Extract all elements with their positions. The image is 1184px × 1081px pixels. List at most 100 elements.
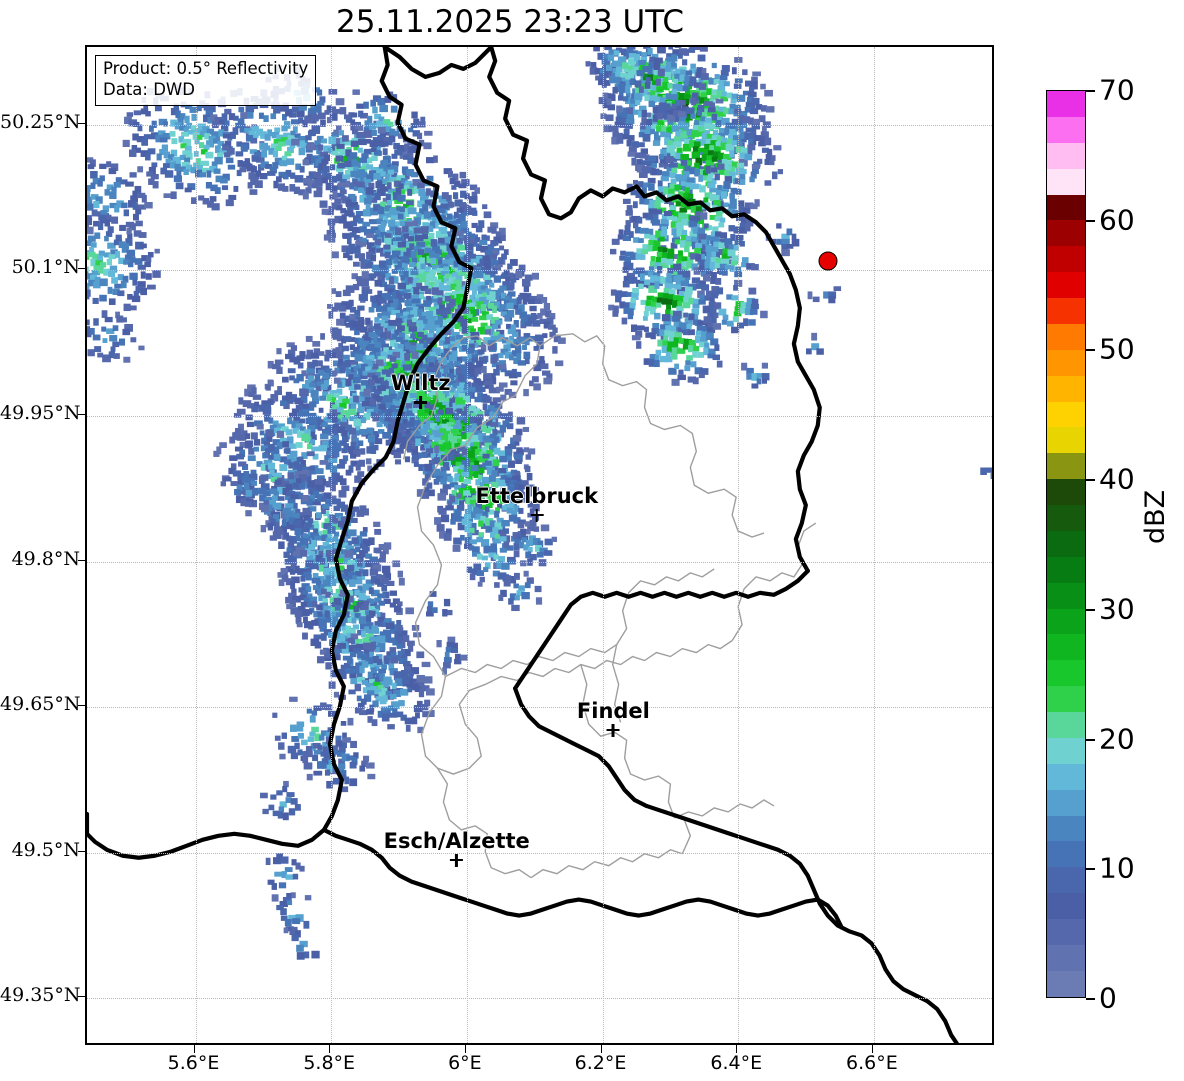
colorbar-band: [1047, 970, 1085, 997]
city-marker-ettelbruck: Ettelbruck: [475, 484, 599, 523]
longitude-tick-label: 5.6°E: [167, 1052, 220, 1074]
colorbar-band: [1047, 841, 1085, 868]
longitude-tick-mark: [329, 1045, 331, 1053]
colorbar-band: [1047, 91, 1085, 117]
city-cross-icon: [414, 396, 428, 410]
colorbar-band: [1047, 737, 1085, 764]
colorbar-band: [1047, 375, 1085, 402]
longitude-tick-mark: [464, 1045, 466, 1053]
latitude-tick-label: 49.5°N: [11, 838, 80, 861]
national-borders: [87, 47, 960, 1043]
colorbar-band: [1047, 323, 1085, 350]
colorbar-tick-label: 50: [1099, 332, 1135, 366]
latitude-tick-label: 49.8°N: [11, 547, 80, 570]
radar-station-marker[interactable]: [818, 251, 838, 271]
info-product-line: Product: 0.5° Reflectivity: [103, 59, 309, 78]
product-info-box: Product: 0.5° Reflectivity Data: DWD: [95, 55, 317, 106]
city-cross-icon: [450, 853, 464, 867]
colorbar-tick-label: 30: [1099, 592, 1135, 626]
longitude-tick-label: 5.8°E: [303, 1052, 356, 1074]
colorbar-band: [1047, 453, 1085, 480]
colorbar-band: [1047, 712, 1085, 738]
map-canvas: Wiltz Ettelbruck Findel Esch/Alzette Produc…: [87, 47, 992, 1043]
city-marker-esch-alzette: Esch/Alzette: [384, 829, 530, 867]
colorbar-band: [1047, 479, 1085, 505]
page-title: 25.11.2025 23:23 UTC: [336, 4, 684, 40]
colorbar-band: [1047, 634, 1085, 661]
colorbar-band: [1047, 142, 1085, 169]
colorbar-band: [1047, 427, 1085, 454]
latitude-tick-mark: [78, 850, 86, 852]
latitude-tick-label: 49.95°N: [0, 401, 81, 424]
colorbar-band: [1047, 944, 1085, 971]
colorbar-title: dBZ: [1140, 489, 1171, 544]
city-label: Findel: [576, 698, 650, 723]
city-marker-wiltz: Wiltz: [390, 371, 451, 410]
colorbar-band: [1047, 116, 1085, 143]
colorbar-tick-mark: [1086, 219, 1095, 222]
colorbar-band: [1047, 505, 1085, 531]
colorbar-band: [1047, 763, 1085, 790]
colorbar-tick-label: 20: [1099, 722, 1135, 756]
colorbar-band: [1047, 789, 1085, 816]
colorbar-tick-label: 60: [1099, 203, 1135, 237]
longitude-tick-label: 6.4°E: [710, 1052, 763, 1074]
latitude-tick-label: 50.25°N: [0, 110, 81, 133]
colorbar-gradient: [1046, 90, 1086, 998]
colorbar-band: [1047, 349, 1085, 376]
internal-boundaries: [402, 333, 817, 879]
colorbar-band: [1047, 686, 1085, 712]
colorbar-band: [1047, 401, 1085, 428]
colorbar-band: [1047, 608, 1085, 635]
colorbar-band: [1047, 298, 1085, 324]
colorbar-band: [1047, 919, 1085, 945]
latitude-tick-mark: [78, 413, 86, 415]
longitude-tick-mark: [736, 1045, 738, 1053]
latitude-tick-mark: [78, 122, 86, 124]
colorbar-band: [1047, 530, 1085, 557]
colorbar-tick-mark: [1086, 868, 1095, 871]
latitude-tick-mark: [78, 705, 86, 707]
colorbar-tick-label: 40: [1099, 462, 1135, 496]
info-data-line: Data: DWD: [103, 79, 195, 99]
longitude-tick-label: 6.2°E: [574, 1052, 627, 1074]
longitude-tick-label: 6°E: [448, 1052, 482, 1074]
colorbar-tick-label: 70: [1099, 73, 1135, 107]
city-cross-icon: [606, 723, 620, 737]
colorbar-band: [1047, 194, 1085, 221]
colorbar-tick-label: 0: [1099, 981, 1117, 1015]
city-label: Esch/Alzette: [383, 828, 530, 853]
city-cross-icon: [530, 509, 544, 523]
map-plot-area[interactable]: Wiltz Ettelbruck Findel Esch/Alzette Produc…: [85, 45, 994, 1045]
latitude-tick-mark: [78, 559, 86, 561]
colorbar-band: [1047, 893, 1085, 919]
latitude-tick-label: 49.35°N: [0, 984, 81, 1007]
longitude-tick-mark: [871, 1045, 873, 1053]
city-label: Wiltz: [390, 371, 451, 396]
colorbar-band: [1047, 220, 1085, 247]
latitude-tick-mark: [78, 996, 86, 998]
colorbar[interactable]: [1046, 90, 1086, 998]
colorbar-band: [1047, 867, 1085, 894]
colorbar-band: [1047, 815, 1085, 842]
latitude-tick-label: 49.65°N: [0, 693, 81, 716]
colorbar-tick-mark: [1086, 479, 1095, 482]
colorbar-band: [1047, 556, 1085, 583]
longitude-tick-mark: [600, 1045, 602, 1053]
colorbar-tick-mark: [1086, 608, 1095, 611]
city-label: Ettelbruck: [475, 484, 599, 509]
colorbar-tick-mark: [1086, 90, 1095, 92]
colorbar-band: [1047, 660, 1085, 687]
colorbar-band: [1047, 168, 1085, 195]
longitude-tick-mark: [193, 1045, 195, 1053]
colorbar-band: [1047, 272, 1085, 298]
city-marker-findel: Findel: [577, 699, 650, 737]
colorbar-tick-label: 10: [1099, 851, 1135, 885]
longitude-tick-label: 6.6°E: [846, 1052, 898, 1074]
colorbar-tick-mark: [1086, 738, 1095, 741]
colorbar-tick-mark: [1086, 998, 1095, 1000]
colorbar-band: [1047, 246, 1085, 273]
latitude-tick-mark: [78, 268, 86, 270]
boundary-layer: [87, 47, 960, 1043]
